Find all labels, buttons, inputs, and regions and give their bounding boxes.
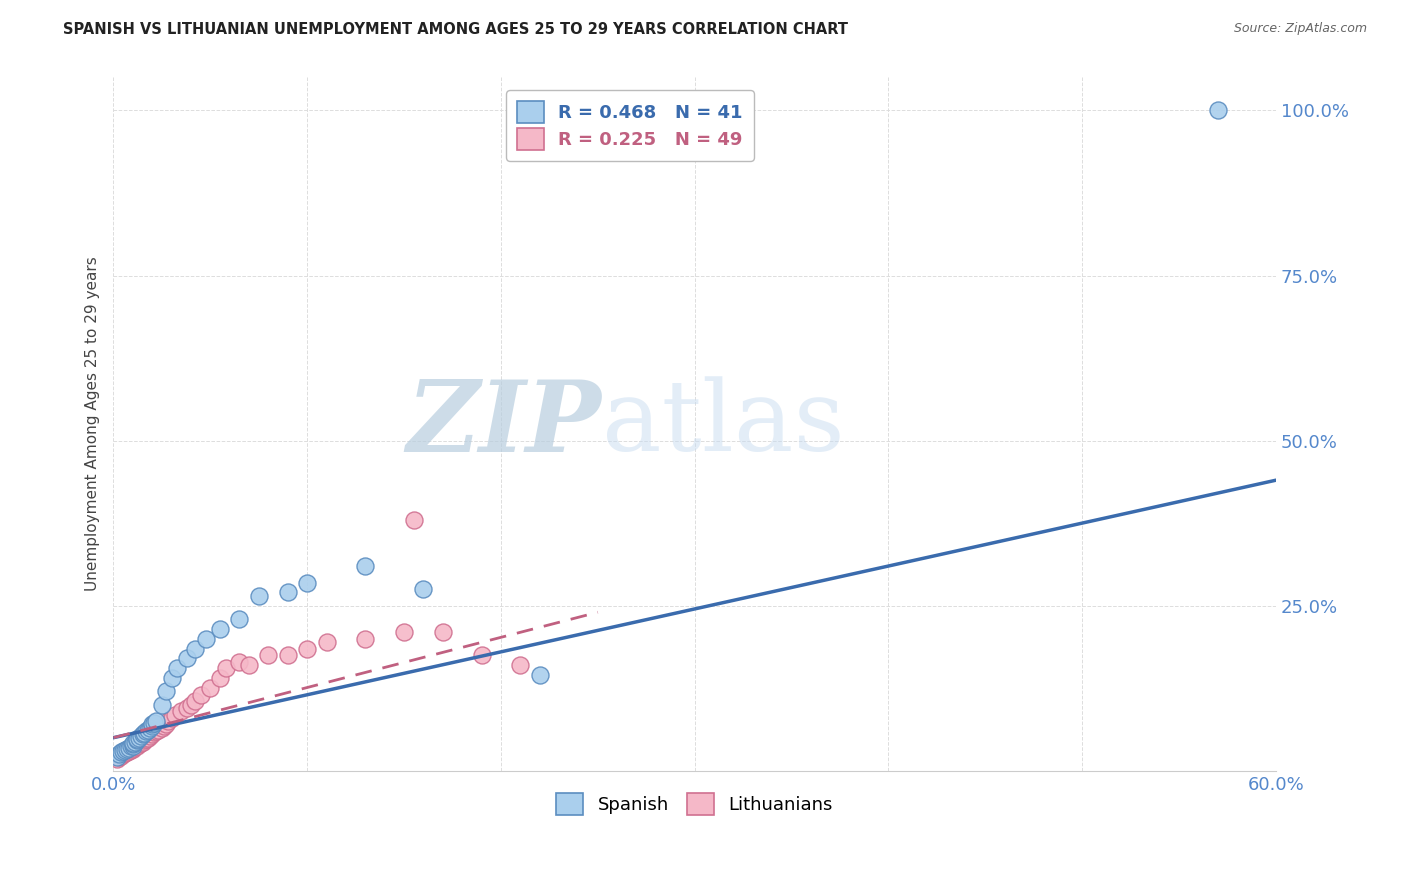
Point <box>354 559 377 574</box>
Point <box>143 716 166 731</box>
Point <box>122 740 145 755</box>
Point <box>146 723 169 737</box>
Point <box>134 726 156 740</box>
Point <box>124 734 146 748</box>
Point <box>209 671 232 685</box>
Point <box>124 739 146 754</box>
Point <box>114 742 136 756</box>
Point <box>141 727 163 741</box>
Y-axis label: Unemployment Among Ages 25 to 29 years: Unemployment Among Ages 25 to 29 years <box>86 257 100 591</box>
Point <box>176 651 198 665</box>
Point <box>138 723 160 737</box>
Point <box>108 750 131 764</box>
Point <box>105 750 128 764</box>
Point <box>155 717 177 731</box>
Point <box>118 744 141 758</box>
Point <box>529 668 551 682</box>
Point <box>141 719 163 733</box>
Point <box>315 635 337 649</box>
Point <box>135 731 157 746</box>
Point <box>131 727 153 741</box>
Point <box>156 714 179 728</box>
Point <box>166 661 188 675</box>
Point <box>160 671 183 685</box>
Point <box>228 612 250 626</box>
Point <box>392 625 415 640</box>
Text: SPANISH VS LITHUANIAN UNEMPLOYMENT AMONG AGES 25 TO 29 YEARS CORRELATION CHART: SPANISH VS LITHUANIAN UNEMPLOYMENT AMONG… <box>63 22 848 37</box>
Point <box>129 736 152 750</box>
Point <box>228 655 250 669</box>
Point <box>184 694 207 708</box>
Point <box>122 737 145 751</box>
Point <box>129 730 152 744</box>
Point <box>184 641 207 656</box>
Point <box>176 701 198 715</box>
Point <box>134 733 156 747</box>
Point <box>139 730 162 744</box>
Point <box>125 739 148 753</box>
Point <box>1206 103 1229 118</box>
Point <box>297 575 319 590</box>
Point <box>112 744 135 758</box>
Point <box>180 698 202 712</box>
Point <box>143 725 166 739</box>
Point <box>135 724 157 739</box>
Point <box>402 513 425 527</box>
Point <box>150 721 173 735</box>
Point <box>160 711 183 725</box>
Point <box>122 742 145 756</box>
Point <box>297 641 319 656</box>
Point <box>195 632 218 646</box>
Point <box>215 661 238 675</box>
Point <box>277 585 299 599</box>
Point <box>277 648 299 662</box>
Point <box>125 733 148 747</box>
Point <box>115 745 138 759</box>
Point <box>209 622 232 636</box>
Legend: Spanish, Lithuanians: Spanish, Lithuanians <box>547 784 842 824</box>
Point <box>165 707 187 722</box>
Point <box>115 742 138 756</box>
Point <box>155 684 177 698</box>
Point <box>145 724 167 739</box>
Point <box>122 736 145 750</box>
Point <box>412 582 434 596</box>
Text: Source: ZipAtlas.com: Source: ZipAtlas.com <box>1233 22 1367 36</box>
Point <box>128 737 150 751</box>
Point <box>125 731 148 746</box>
Point <box>471 648 494 662</box>
Point <box>257 648 280 662</box>
Point <box>105 752 128 766</box>
Point <box>509 658 531 673</box>
Point <box>170 704 193 718</box>
Point <box>110 745 132 759</box>
Point <box>120 742 142 756</box>
Text: atlas: atlas <box>602 376 845 472</box>
Point <box>118 740 141 755</box>
Point <box>112 747 135 762</box>
Point <box>238 658 260 673</box>
Point <box>145 714 167 728</box>
Point <box>153 719 176 733</box>
Point <box>128 731 150 745</box>
Point <box>122 739 145 753</box>
Point <box>120 739 142 754</box>
Point <box>200 681 222 695</box>
Text: ZIP: ZIP <box>406 376 602 473</box>
Point <box>247 589 270 603</box>
Point <box>190 688 212 702</box>
Point <box>131 734 153 748</box>
Point <box>139 721 162 735</box>
Point <box>150 698 173 712</box>
Point <box>114 746 136 760</box>
Point <box>354 632 377 646</box>
Point <box>138 731 160 745</box>
Point <box>110 749 132 764</box>
Point <box>108 747 131 762</box>
Point <box>432 625 454 640</box>
Point <box>141 717 163 731</box>
